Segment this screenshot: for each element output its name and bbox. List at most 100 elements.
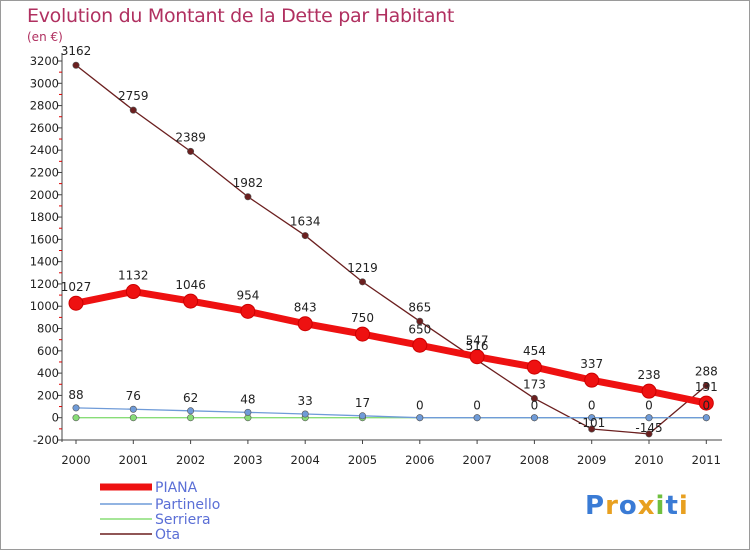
- x-tick-label: 2000: [61, 453, 90, 467]
- logo-letter: t: [665, 491, 679, 521]
- data-point-piana: [183, 293, 199, 309]
- data-label-ota: 2389: [175, 130, 206, 144]
- data-point-piana: [412, 337, 428, 353]
- y-tick-label: 2000: [30, 188, 59, 202]
- data-point-partinello: [702, 414, 710, 422]
- x-tick-label: 2001: [119, 453, 148, 467]
- data-label-partinello: 88: [68, 388, 83, 402]
- data-label-partinello: 0: [588, 399, 596, 413]
- y-tick-label: 400: [37, 366, 59, 380]
- data-point-ota: [301, 232, 309, 240]
- data-point-ota: [129, 106, 137, 114]
- data-label-partinello: 0: [473, 399, 481, 413]
- data-point-partinello: [244, 408, 252, 416]
- data-point-piana: [469, 349, 485, 365]
- data-label-piana: 750: [351, 311, 374, 325]
- data-label-piana: 650: [408, 322, 431, 336]
- data-label-piana: 1027: [61, 280, 92, 294]
- data-label-partinello: 33: [298, 394, 313, 408]
- y-tick-label: 0: [52, 411, 59, 425]
- y-tick-label: 2200: [30, 165, 59, 179]
- series-line-ota: [75, 64, 707, 435]
- x-tick-label: 2003: [233, 453, 262, 467]
- legend-label-serriera: Serriera: [155, 512, 211, 528]
- data-label-ota: -101: [578, 416, 605, 430]
- data-label-ota: -145: [635, 421, 662, 435]
- data-label-ota: 865: [408, 300, 431, 314]
- data-label-piana: 337: [580, 357, 603, 371]
- logo-letter: i: [678, 491, 689, 521]
- y-tick-label: 2800: [30, 99, 59, 113]
- data-point-partinello: [530, 414, 538, 422]
- data-label-ota: 1634: [290, 215, 321, 229]
- data-point-serriera: [72, 414, 80, 422]
- data-label-partinello: 17: [355, 396, 370, 410]
- y-tick-label: 600: [37, 344, 59, 358]
- x-tick-label: 2010: [634, 453, 663, 467]
- x-tick-label: 2011: [692, 453, 721, 467]
- data-point-piana: [68, 295, 84, 311]
- data-point-partinello: [72, 404, 80, 412]
- y-tick-label: 1600: [30, 232, 59, 246]
- data-label-piana: 843: [294, 301, 317, 315]
- y-tick-label: 1400: [30, 255, 59, 269]
- data-label-partinello: 48: [240, 392, 255, 406]
- data-label-ota: 1219: [347, 261, 378, 275]
- data-point-ota: [702, 382, 710, 390]
- data-point-piana: [698, 395, 714, 411]
- logo-letter: r: [605, 491, 619, 521]
- data-point-ota: [358, 278, 366, 286]
- x-tick-label: 2006: [405, 453, 434, 467]
- data-point-ota: [645, 430, 653, 438]
- logo-letter: i: [655, 491, 666, 521]
- data-point-ota: [416, 317, 424, 325]
- data-label-partinello: 0: [531, 399, 539, 413]
- data-label-partinello: 0: [702, 399, 710, 413]
- y-tick-label: 3200: [30, 54, 59, 68]
- x-tick-label: 2005: [348, 453, 377, 467]
- logo-letter: x: [637, 491, 656, 521]
- data-label-piana: 454: [523, 344, 546, 358]
- series-line-piana: [75, 288, 708, 407]
- x-tick-label: 2004: [291, 453, 320, 467]
- y-tick-label: 1200: [30, 277, 59, 291]
- data-label-partinello: 0: [416, 399, 424, 413]
- data-label-piana: 238: [638, 368, 661, 382]
- y-tick-label: -200: [33, 433, 59, 447]
- logo-letter: P: [585, 491, 606, 521]
- series-line-partinello: [75, 407, 707, 419]
- data-point-partinello: [129, 405, 137, 413]
- data-point-piana: [125, 284, 141, 300]
- chart-title: Evolution du Montant de la Dette par Hab…: [27, 5, 455, 27]
- data-point-serriera: [187, 414, 195, 422]
- data-point-ota: [244, 193, 252, 201]
- logo-letter: o: [618, 491, 638, 521]
- y-tick-label: 2600: [30, 121, 59, 135]
- x-tick-label: 2008: [520, 453, 549, 467]
- data-point-partinello: [473, 414, 481, 422]
- data-label-piana: 1132: [118, 269, 149, 283]
- y-tick-label: 2400: [30, 143, 59, 157]
- data-label-partinello: 76: [126, 389, 141, 403]
- x-tick-label: 2009: [577, 453, 606, 467]
- data-label-ota: 1982: [233, 176, 264, 190]
- y-tick-label: 1000: [30, 299, 59, 313]
- data-point-ota: [588, 425, 596, 433]
- y-tick-label: 3000: [30, 76, 59, 90]
- data-point-piana: [641, 383, 657, 399]
- data-label-piana: 131: [695, 380, 718, 394]
- data-point-piana: [526, 359, 542, 375]
- data-point-piana: [355, 326, 370, 342]
- data-label-ota: 288: [695, 365, 718, 379]
- data-label-ota: 173: [523, 377, 546, 391]
- unit-label: (en €): [27, 30, 63, 44]
- data-point-piana: [584, 372, 600, 388]
- data-label-piana: 547: [466, 334, 489, 348]
- data-point-partinello: [645, 414, 653, 422]
- data-label-piana: 1046: [175, 278, 206, 292]
- y-tick-label: 200: [37, 388, 59, 402]
- data-point-serriera: [129, 414, 137, 422]
- data-point-partinello: [358, 412, 366, 420]
- data-label-partinello: 62: [183, 391, 198, 405]
